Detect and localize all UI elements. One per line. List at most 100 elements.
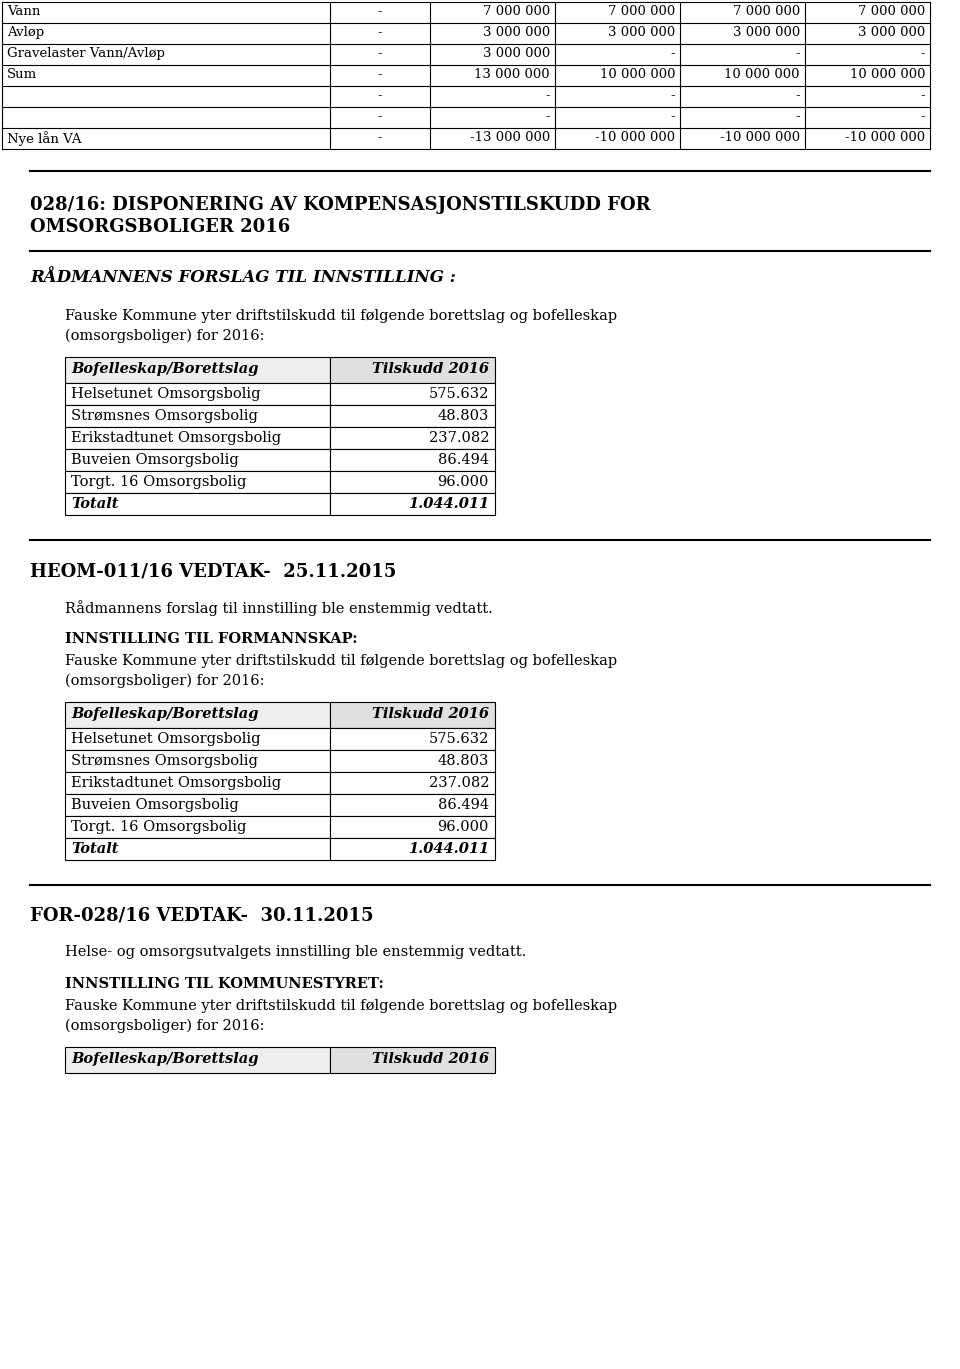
Text: Totalt: Totalt [71, 842, 118, 856]
Text: 13 000 000: 13 000 000 [474, 68, 550, 81]
Bar [330, 405, 495, 427]
Text: Rådmannens forslag til innstilling ble enstemmig vedtatt.: Rådmannens forslag til innstilling ble e… [65, 600, 492, 616]
Text: -: - [545, 89, 550, 103]
Text: Bofelleskap/Borettslag: Bofelleskap/Borettslag [71, 361, 258, 376]
Bar [65, 471, 330, 493]
Text: -: - [377, 131, 382, 144]
Text: -: - [921, 89, 925, 103]
Text: Torgt. 16 Omsorgsbolig: Torgt. 16 Omsorgsbolig [71, 475, 247, 489]
Bar [330, 357, 495, 383]
Text: -: - [377, 110, 382, 123]
Text: 237.082: 237.082 [428, 776, 489, 790]
Text: Fauske Kommune yter driftstilskudd til følgende borettslag og bofelleskap: Fauske Kommune yter driftstilskudd til f… [65, 309, 617, 323]
Bar [65, 794, 330, 816]
Text: Tilskudd 2016: Tilskudd 2016 [372, 706, 489, 721]
Text: -: - [545, 110, 550, 123]
Text: -: - [377, 5, 382, 18]
Text: 96.000: 96.000 [438, 820, 489, 834]
Bar [65, 728, 330, 750]
Text: 86.494: 86.494 [438, 798, 489, 812]
Bar [65, 383, 330, 405]
Bar [65, 357, 330, 383]
Bar [65, 750, 330, 772]
Text: Tilskudd 2016: Tilskudd 2016 [372, 361, 489, 376]
Text: -: - [670, 110, 675, 123]
Text: Strømsnes Omsorgsbolig: Strømsnes Omsorgsbolig [71, 754, 258, 768]
Bar [330, 750, 495, 772]
Text: 10 000 000: 10 000 000 [725, 68, 800, 81]
Text: (omsorgsboliger) for 2016:: (omsorgsboliger) for 2016: [65, 1019, 265, 1034]
Text: Totalt: Totalt [71, 497, 118, 511]
Bar [330, 493, 495, 515]
Text: 7 000 000: 7 000 000 [483, 5, 550, 18]
Text: RÅDMANNENS FORSLAG TIL INNSTILLING :: RÅDMANNENS FORSLAG TIL INNSTILLING : [30, 268, 456, 286]
Text: Avløp: Avløp [7, 26, 44, 38]
Text: Fauske Kommune yter driftstilskudd til følgende borettslag og bofelleskap: Fauske Kommune yter driftstilskudd til f… [65, 654, 617, 668]
Text: 028/16: DISPONERING AV KOMPENSASJONSTILSKUDD FOR: 028/16: DISPONERING AV KOMPENSASJONSTILS… [30, 196, 651, 214]
Text: -13 000 000: -13 000 000 [469, 131, 550, 144]
Text: Gravelaster Vann/Avløp: Gravelaster Vann/Avløp [7, 47, 165, 60]
Bar [330, 427, 495, 449]
Text: -: - [377, 47, 382, 60]
Text: Buveien Omsorgsbolig: Buveien Omsorgsbolig [71, 798, 239, 812]
Bar [330, 449, 495, 471]
Bar [65, 493, 330, 515]
Text: Helsetunet Omsorgsbolig: Helsetunet Omsorgsbolig [71, 387, 260, 401]
Text: -: - [377, 26, 382, 38]
Text: INNSTILLING TIL KOMMUNESTYRET:: INNSTILLING TIL KOMMUNESTYRET: [65, 977, 384, 991]
Text: 3 000 000: 3 000 000 [608, 26, 675, 38]
Bar [330, 702, 495, 728]
Bar [65, 449, 330, 471]
Bar [65, 816, 330, 838]
Bar [65, 1047, 330, 1073]
Text: -10 000 000: -10 000 000 [845, 131, 925, 144]
Text: 3 000 000: 3 000 000 [483, 26, 550, 38]
Text: Erikstadtunet Omsorgsbolig: Erikstadtunet Omsorgsbolig [71, 431, 281, 445]
Text: Bofelleskap/Borettslag: Bofelleskap/Borettslag [71, 1051, 258, 1066]
Text: Fauske Kommune yter driftstilskudd til følgende borettslag og bofelleskap: Fauske Kommune yter driftstilskudd til f… [65, 999, 617, 1013]
Text: Strømsnes Omsorgsbolig: Strømsnes Omsorgsbolig [71, 409, 258, 423]
Text: -: - [796, 89, 800, 103]
Text: -: - [670, 47, 675, 60]
Text: 575.632: 575.632 [428, 732, 489, 746]
Text: -: - [921, 47, 925, 60]
Text: 3 000 000: 3 000 000 [483, 47, 550, 60]
Text: -10 000 000: -10 000 000 [720, 131, 800, 144]
Text: Bofelleskap/Borettslag: Bofelleskap/Borettslag [71, 706, 258, 721]
Text: Helse- og omsorgsutvalgets innstilling ble enstemmig vedtatt.: Helse- og omsorgsutvalgets innstilling b… [65, 945, 526, 960]
Text: 3 000 000: 3 000 000 [857, 26, 925, 38]
Text: Nye lån VA: Nye lån VA [7, 131, 82, 146]
Bar [65, 702, 330, 728]
Bar [330, 728, 495, 750]
Bar [330, 1047, 495, 1073]
Text: Tilskudd 2016: Tilskudd 2016 [372, 1051, 489, 1066]
Bar [65, 405, 330, 427]
Text: 86.494: 86.494 [438, 453, 489, 467]
Text: 1.044.011: 1.044.011 [408, 497, 489, 511]
Text: -: - [670, 89, 675, 103]
Text: -: - [377, 89, 382, 103]
Bar [330, 838, 495, 860]
Text: 3 000 000: 3 000 000 [732, 26, 800, 38]
Bar [330, 816, 495, 838]
Text: 1.044.011: 1.044.011 [408, 842, 489, 856]
Text: 7 000 000: 7 000 000 [608, 5, 675, 18]
Text: 237.082: 237.082 [428, 431, 489, 445]
Text: Erikstadtunet Omsorgsbolig: Erikstadtunet Omsorgsbolig [71, 776, 281, 790]
Text: 7 000 000: 7 000 000 [732, 5, 800, 18]
Bar [330, 383, 495, 405]
Bar [330, 772, 495, 794]
Bar [330, 471, 495, 493]
Text: 10 000 000: 10 000 000 [599, 68, 675, 81]
Text: Buveien Omsorgsbolig: Buveien Omsorgsbolig [71, 453, 239, 467]
Text: 96.000: 96.000 [438, 475, 489, 489]
Text: -: - [921, 110, 925, 123]
Text: 48.803: 48.803 [438, 754, 489, 768]
Text: 10 000 000: 10 000 000 [850, 68, 925, 81]
Text: HEOM-011/16 VEDTAK-  25.11.2015: HEOM-011/16 VEDTAK- 25.11.2015 [30, 563, 396, 580]
Text: Helsetunet Omsorgsbolig: Helsetunet Omsorgsbolig [71, 732, 260, 746]
Text: 48.803: 48.803 [438, 409, 489, 423]
Text: Vann: Vann [7, 5, 40, 18]
Text: 7 000 000: 7 000 000 [857, 5, 925, 18]
Text: -: - [796, 110, 800, 123]
